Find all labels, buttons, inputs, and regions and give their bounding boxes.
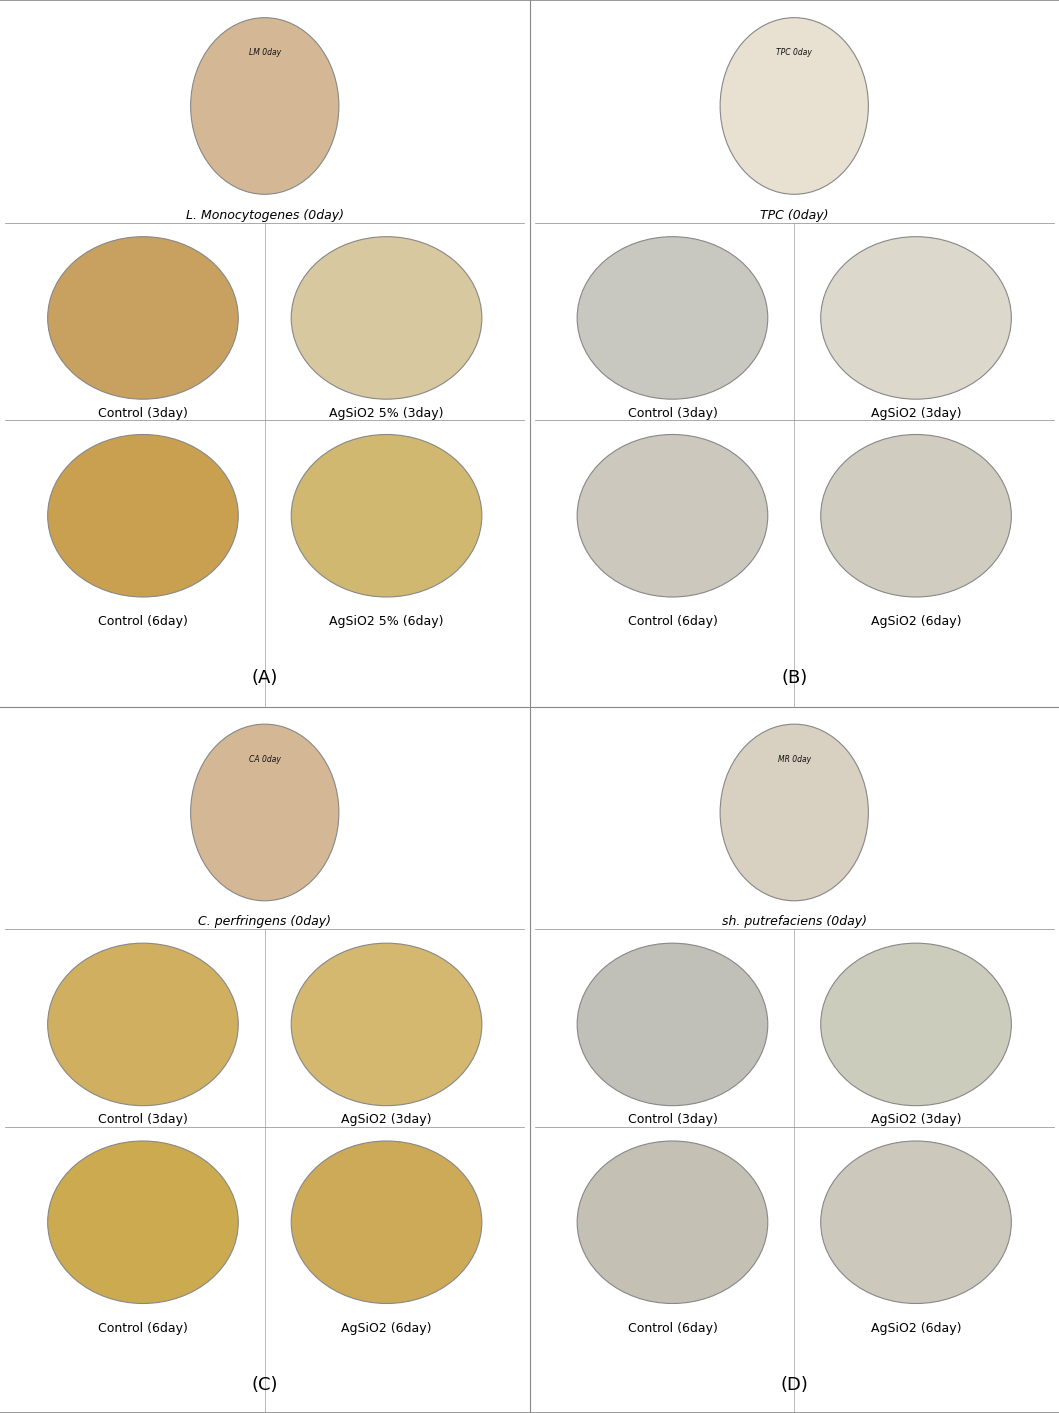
Text: AgSiO2 (3day): AgSiO2 (3day): [870, 407, 962, 420]
Ellipse shape: [821, 944, 1011, 1105]
Text: Control (3day): Control (3day): [98, 1113, 187, 1126]
Text: Control (6day): Control (6day): [98, 615, 187, 629]
Text: AgSiO2 5% (6day): AgSiO2 5% (6day): [329, 615, 444, 629]
Text: Control (3day): Control (3day): [98, 407, 187, 420]
Ellipse shape: [291, 1142, 482, 1303]
Text: (D): (D): [780, 1376, 808, 1393]
Text: CA 0day: CA 0day: [249, 755, 281, 764]
Text: TPC 0day: TPC 0day: [776, 48, 812, 58]
Text: C. perfringens (0day): C. perfringens (0day): [198, 916, 331, 928]
Text: AgSiO2 5% (3day): AgSiO2 5% (3day): [329, 407, 444, 420]
Ellipse shape: [191, 17, 339, 194]
Ellipse shape: [291, 236, 482, 398]
Text: AgSiO2 (6day): AgSiO2 (6day): [870, 615, 962, 629]
Text: TPC (0day): TPC (0day): [760, 209, 828, 222]
Ellipse shape: [191, 723, 339, 901]
Ellipse shape: [48, 434, 238, 598]
Text: Control (6day): Control (6day): [98, 1321, 187, 1335]
Ellipse shape: [821, 1142, 1011, 1303]
Text: MR 0day: MR 0day: [777, 755, 811, 764]
Text: Control (3day): Control (3day): [628, 1113, 717, 1126]
Ellipse shape: [291, 434, 482, 598]
Text: (A): (A): [252, 670, 277, 687]
Text: (B): (B): [782, 670, 807, 687]
Text: AgSiO2 (6day): AgSiO2 (6day): [870, 1321, 962, 1335]
Text: Control (3day): Control (3day): [628, 407, 717, 420]
Text: LM 0day: LM 0day: [249, 48, 281, 58]
Ellipse shape: [720, 723, 868, 901]
Ellipse shape: [720, 17, 868, 194]
Text: L. Monocytogenes (0day): L. Monocytogenes (0day): [185, 209, 344, 222]
Text: AgSiO2 (3day): AgSiO2 (3day): [870, 1113, 962, 1126]
Text: sh. putrefaciens (0day): sh. putrefaciens (0day): [722, 916, 866, 928]
Ellipse shape: [577, 944, 768, 1105]
Ellipse shape: [577, 236, 768, 398]
Ellipse shape: [48, 1142, 238, 1303]
Text: AgSiO2 (6day): AgSiO2 (6day): [341, 1321, 432, 1335]
Ellipse shape: [48, 236, 238, 398]
Ellipse shape: [48, 944, 238, 1105]
Ellipse shape: [821, 236, 1011, 398]
Ellipse shape: [821, 434, 1011, 598]
Text: (C): (C): [251, 1376, 279, 1393]
Text: Control (6day): Control (6day): [628, 1321, 717, 1335]
Ellipse shape: [577, 1142, 768, 1303]
Ellipse shape: [577, 434, 768, 598]
Ellipse shape: [291, 944, 482, 1105]
Text: AgSiO2 (3day): AgSiO2 (3day): [341, 1113, 432, 1126]
Text: Control (6day): Control (6day): [628, 615, 717, 629]
